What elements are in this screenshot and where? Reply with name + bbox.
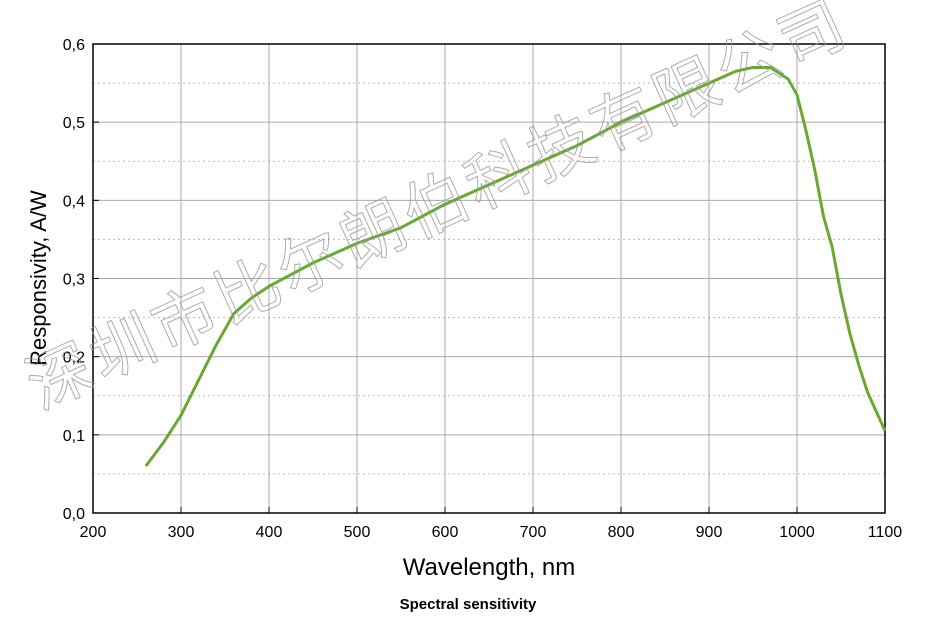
y-axis-label: Responsivity, A/W	[26, 190, 51, 366]
y-tick-label: 0,4	[63, 193, 85, 210]
x-tick-label: 700	[520, 524, 547, 541]
watermark: 深圳市比尔朗伯科技有限公司	[16, 0, 856, 423]
chart-title: Spectral sensitivity	[400, 596, 537, 613]
x-tick-label: 800	[608, 524, 635, 541]
data-line	[144, 65, 887, 468]
x-tick-label: 300	[168, 524, 195, 541]
y-tick-label: 0,3	[63, 272, 85, 289]
x-tick-label: 600	[432, 524, 459, 541]
x-tick-label: 500	[344, 524, 371, 541]
y-tick-label: 0,0	[63, 506, 85, 523]
x-tick-label: 900	[696, 524, 723, 541]
y-tick-label: 0,6	[63, 37, 85, 54]
y-tick-label: 0,5	[63, 115, 85, 132]
x-tick-label: 1000	[779, 524, 815, 541]
y-tick-label: 0,2	[63, 350, 85, 367]
y-tick-label: 0,1	[63, 428, 85, 445]
plot-frame	[92, 43, 886, 514]
x-tick-label: 400	[256, 524, 283, 541]
x-axis-label: Wavelength, nm	[403, 554, 576, 581]
x-tick-label: 1100	[868, 524, 903, 541]
x-tick-label: 200	[80, 524, 107, 541]
